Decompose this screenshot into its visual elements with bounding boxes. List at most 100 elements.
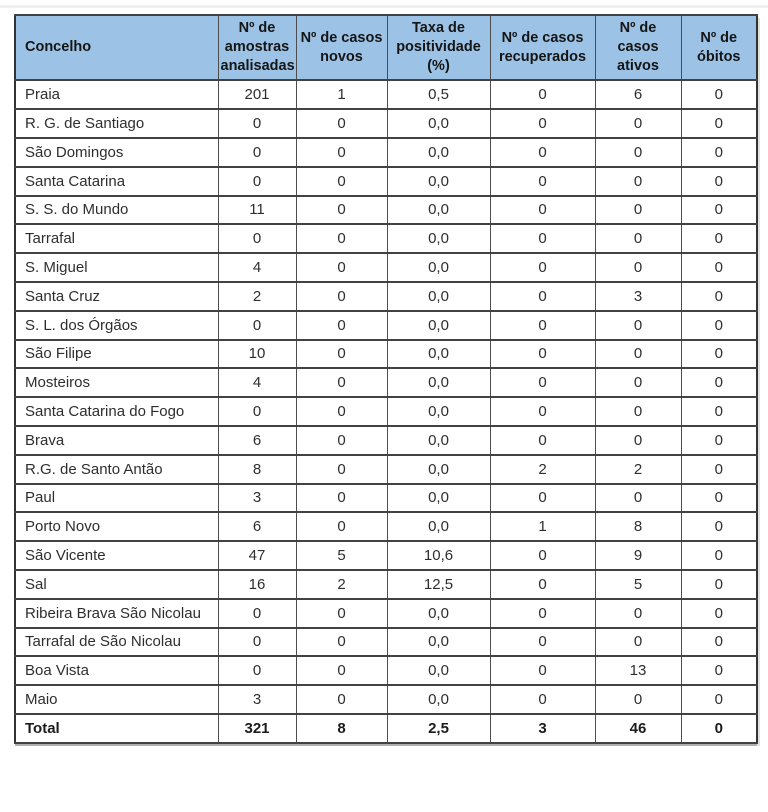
recuperados-cell: 0	[489, 396, 596, 427]
table-row: São Domingos 0 0 0,0 0 0 0	[14, 136, 758, 168]
taxa-positividade-cell: 0,0	[386, 280, 491, 312]
ativos-cell: 0	[594, 338, 682, 370]
taxa-positividade-cell: 0,0	[386, 252, 491, 283]
table-row: Maio 3 0 0,0 0 0 0	[14, 684, 758, 715]
taxa-positividade-cell: 0,0	[386, 453, 491, 485]
casos-novos-cell: 0	[295, 655, 388, 687]
taxa-positividade-cell: 0,0	[386, 223, 491, 255]
amostras-cell: 4	[217, 252, 297, 283]
casos-novos-cell: 0	[295, 338, 388, 370]
table-row: R. G. de Santiago 0 0 0,0 0 0 0	[14, 108, 758, 139]
table-row: Praia 201 1 0,5 0 6 0	[14, 79, 758, 111]
amostras-cell: 6	[217, 424, 297, 456]
amostras-cell: 0	[217, 309, 297, 341]
taxa-positividade-cell: 0,0	[386, 396, 491, 427]
concelho-cell: Santa Catarina	[14, 165, 219, 197]
ativos-cell: 0	[594, 194, 682, 226]
obitos-cell: 0	[680, 626, 758, 658]
taxa-positividade-cell: 0,0	[386, 626, 491, 658]
concelho-cell: Mosteiros	[14, 367, 219, 399]
concelho-cell: São Vicente	[14, 540, 219, 571]
total-ativos-cell: 46	[594, 712, 682, 744]
recuperados-cell: 0	[489, 367, 596, 399]
header-cell-obitos: Nº de óbitos	[680, 13, 758, 82]
obitos-cell: 0	[680, 309, 758, 341]
header-row: Concelho Nº de amostras analisadas Nº de…	[14, 13, 758, 82]
total-row: Total 321 8 2,5 3 46 0	[14, 712, 758, 744]
casos-novos-cell: 0	[295, 309, 388, 341]
amostras-cell: 3	[217, 684, 297, 715]
concelho-cell: Maio	[14, 684, 219, 715]
obitos-cell: 0	[680, 684, 758, 715]
casos-novos-cell: 0	[295, 597, 388, 629]
concelho-cell: R. G. de Santiago	[14, 108, 219, 139]
table-header: Concelho Nº de amostras analisadas Nº de…	[14, 13, 758, 82]
table-body: Praia 201 1 0,5 0 6 0 R. G. de Santiago 0 0 0,0 0 0 0…	[14, 79, 758, 715]
taxa-positividade-cell: 0,0	[386, 338, 491, 370]
amostras-cell: 2	[217, 280, 297, 312]
concelho-cell: Ribeira Brava São Nicolau	[14, 597, 219, 629]
concelho-cell: S. S. do Mundo	[14, 194, 219, 226]
obitos-cell: 0	[680, 597, 758, 629]
taxa-positividade-cell: 0,0	[386, 511, 491, 543]
amostras-cell: 6	[217, 511, 297, 543]
amostras-cell: 11	[217, 194, 297, 226]
amostras-cell: 0	[217, 655, 297, 687]
ativos-cell: 13	[594, 655, 682, 687]
taxa-positividade-cell: 0,0	[386, 684, 491, 715]
taxa-positividade-cell: 0,0	[386, 482, 491, 514]
concelho-cell: Santa Catarina do Fogo	[14, 396, 219, 427]
recuperados-cell: 0	[489, 626, 596, 658]
covid-cases-by-concelho-table: Concelho Nº de amostras analisadas Nº de…	[14, 13, 758, 744]
amostras-cell: 4	[217, 367, 297, 399]
table-row: Boa Vista 0 0 0,0 0 13 0	[14, 655, 758, 687]
obitos-cell: 0	[680, 540, 758, 571]
table-row: São Vicente 47 5 10,6 0 9 0	[14, 540, 758, 571]
obitos-cell: 0	[680, 165, 758, 197]
concelho-cell: S. L. dos Órgãos	[14, 309, 219, 341]
ativos-cell: 0	[594, 626, 682, 658]
casos-novos-cell: 1	[295, 79, 388, 111]
amostras-cell: 0	[217, 626, 297, 658]
ativos-cell: 2	[594, 453, 682, 485]
casos-novos-cell: 0	[295, 684, 388, 715]
concelho-cell: Tarrafal	[14, 223, 219, 255]
table-row: S. Miguel 4 0 0,0 0 0 0	[14, 252, 758, 283]
taxa-positividade-cell: 0,0	[386, 194, 491, 226]
ativos-cell: 8	[594, 511, 682, 543]
recuperados-cell: 0	[489, 309, 596, 341]
ativos-cell: 0	[594, 597, 682, 629]
casos-novos-cell: 0	[295, 453, 388, 485]
recuperados-cell: 0	[489, 79, 596, 111]
recuperados-cell: 0	[489, 540, 596, 571]
table-row: Mosteiros 4 0 0,0 0 0 0	[14, 367, 758, 399]
ativos-cell: 0	[594, 396, 682, 427]
recuperados-cell: 0	[489, 108, 596, 139]
amostras-cell: 0	[217, 136, 297, 168]
obitos-cell: 0	[680, 136, 758, 168]
header-cell-taxa-positividade: Taxa de positividade (%)	[386, 13, 491, 82]
obitos-cell: 0	[680, 280, 758, 312]
concelho-cell: São Filipe	[14, 338, 219, 370]
amostras-cell: 0	[217, 396, 297, 427]
concelho-cell: Boa Vista	[14, 655, 219, 687]
amostras-cell: 0	[217, 165, 297, 197]
ativos-cell: 6	[594, 79, 682, 111]
recuperados-cell: 0	[489, 684, 596, 715]
total-amostras-cell: 321	[217, 712, 297, 744]
taxa-positividade-cell: 0,0	[386, 309, 491, 341]
concelho-cell: Praia	[14, 79, 219, 111]
obitos-cell: 0	[680, 108, 758, 139]
recuperados-cell: 0	[489, 338, 596, 370]
obitos-cell: 0	[680, 482, 758, 514]
amostras-cell: 8	[217, 453, 297, 485]
concelho-cell: R.G. de Santo Antão	[14, 453, 219, 485]
casos-novos-cell: 0	[295, 280, 388, 312]
casos-novos-cell: 0	[295, 194, 388, 226]
recuperados-cell: 0	[489, 597, 596, 629]
obitos-cell: 0	[680, 568, 758, 600]
table-row: Ribeira Brava São Nicolau 0 0 0,0 0 0 0	[14, 597, 758, 629]
recuperados-cell: 0	[489, 136, 596, 168]
casos-novos-cell: 0	[295, 482, 388, 514]
